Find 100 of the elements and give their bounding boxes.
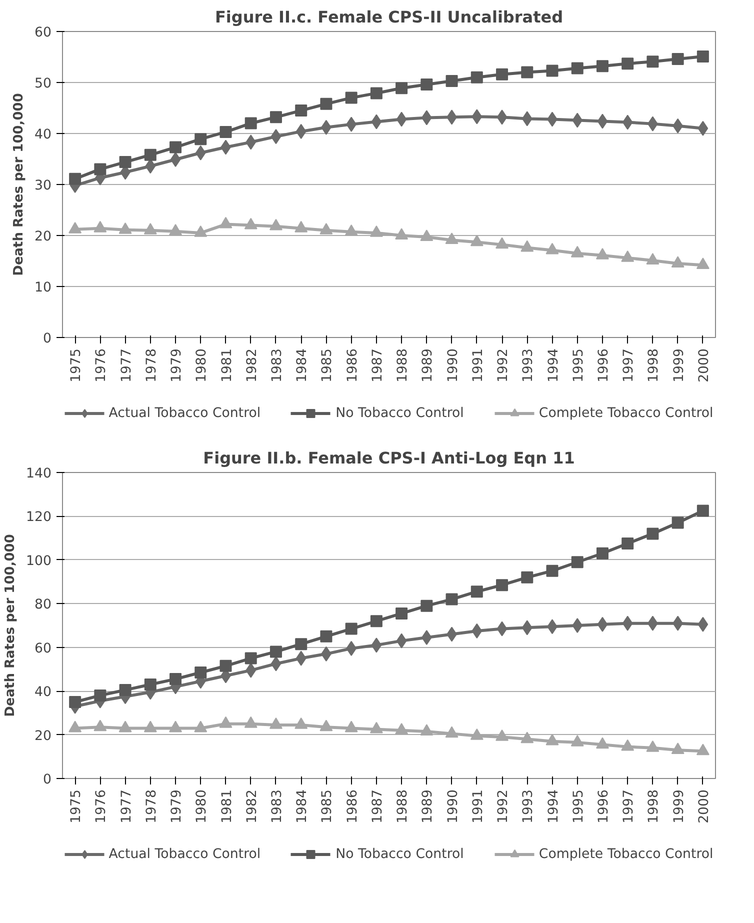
x-tick-label: 1976 — [94, 348, 110, 382]
point — [220, 660, 232, 672]
chart-title: Figure II.b. Female CPS-I Anti-Log Eqn 11 — [203, 448, 575, 468]
point — [597, 616, 608, 632]
y-tick-label: 0 — [43, 772, 52, 788]
x-tick-label: 1988 — [396, 348, 411, 382]
point — [496, 579, 508, 592]
x-tick-label: 1977 — [119, 348, 134, 382]
x-tick-label: 1983 — [270, 789, 285, 824]
y-tick-label: 30 — [34, 178, 52, 194]
y-tick-label: 10 — [34, 280, 52, 296]
x-tick-label: 1975 — [69, 348, 84, 382]
x-tick-label: 1984 — [295, 348, 310, 382]
x-tick-label: 1989 — [420, 789, 436, 824]
y-tick-label: 100 — [26, 554, 52, 569]
x-tick-label: 1979 — [170, 348, 185, 382]
point — [696, 504, 709, 517]
x-tick-label: 1995 — [571, 789, 586, 824]
y-tick-label: 0 — [43, 332, 52, 346]
point — [696, 744, 710, 756]
point — [622, 616, 633, 631]
y-tick-label: 40 — [34, 128, 52, 142]
point — [169, 720, 182, 732]
point — [371, 638, 382, 653]
x-tick-label: 1982 — [244, 789, 260, 824]
point — [596, 737, 609, 749]
x-tick-label: 1986 — [345, 789, 360, 824]
point — [69, 696, 82, 708]
y-tick-label: 140 — [26, 466, 52, 482]
point — [119, 684, 132, 696]
point — [472, 623, 482, 638]
x-tick-label: 1988 — [396, 789, 411, 824]
point — [219, 716, 232, 728]
x-tick-label: 1984 — [295, 789, 310, 824]
x-tick-label: 1982 — [244, 348, 260, 382]
y-tick-label: 60 — [34, 26, 52, 40]
x-tick-label: 1981 — [220, 789, 235, 824]
x-tick-label: 1978 — [144, 789, 160, 824]
point — [672, 516, 684, 529]
x-tick-label: 1985 — [320, 789, 336, 824]
point — [396, 607, 408, 620]
point — [698, 616, 708, 632]
point — [621, 739, 634, 751]
x-tick-label: 1981 — [220, 348, 235, 382]
point — [521, 571, 534, 584]
point — [420, 600, 433, 612]
point — [244, 652, 257, 664]
x-tick-label: 1987 — [370, 348, 386, 382]
point — [296, 650, 306, 666]
x-tick-label: 1997 — [622, 348, 637, 382]
x-tick-label: 1994 — [546, 789, 562, 824]
x-tick-label: 1995 — [571, 348, 586, 382]
point — [572, 618, 583, 633]
x-tick-label: 1993 — [521, 348, 536, 382]
x-tick-label: 1980 — [194, 348, 210, 382]
x-tick-label: 1987 — [370, 789, 386, 824]
x-tick-label: 1977 — [119, 789, 134, 824]
y-tick-label: 20 — [34, 728, 52, 744]
x-tick-label: 1992 — [496, 348, 512, 382]
point — [470, 586, 483, 598]
x-tick-label: 1989 — [420, 348, 436, 382]
x-tick-label: 1996 — [596, 789, 612, 824]
point — [118, 720, 132, 732]
legend-label: Actual Tobacco Control — [108, 846, 261, 862]
point — [320, 720, 333, 732]
point — [395, 722, 408, 734]
x-tick-label: 1979 — [170, 789, 185, 824]
point — [596, 547, 608, 560]
point — [420, 724, 434, 736]
point — [295, 638, 308, 650]
point — [445, 726, 458, 738]
point — [496, 730, 509, 741]
point — [144, 720, 157, 732]
legend-label: No Tobacco Control — [336, 846, 464, 862]
legend-label: Complete Tobacco Control — [538, 406, 714, 420]
point — [570, 735, 584, 746]
x-tick-label: 1999 — [672, 348, 687, 382]
x-tick-label: 1978 — [144, 348, 160, 382]
x-tick-label: 2000 — [696, 789, 712, 824]
x-tick-label: 1976 — [94, 789, 110, 824]
y-tick-label: 50 — [34, 76, 52, 92]
x-tick-label: 1975 — [69, 789, 84, 824]
point — [68, 720, 82, 732]
point — [496, 621, 508, 636]
point — [470, 728, 484, 740]
point — [294, 718, 308, 729]
point — [246, 662, 256, 678]
x-tick-label: 1996 — [596, 348, 612, 382]
x-tick-label: 2000 — [696, 348, 712, 382]
point — [646, 740, 660, 752]
x-tick-label: 1998 — [646, 348, 662, 382]
point — [520, 732, 534, 744]
point — [370, 615, 382, 628]
point — [370, 722, 383, 734]
x-tick-label: 1990 — [446, 789, 461, 824]
point — [144, 678, 156, 691]
x-tick-label: 1983 — [270, 348, 285, 382]
x-tick-label: 1997 — [622, 789, 637, 824]
point — [546, 734, 559, 746]
x-tick-label: 1991 — [470, 348, 486, 382]
